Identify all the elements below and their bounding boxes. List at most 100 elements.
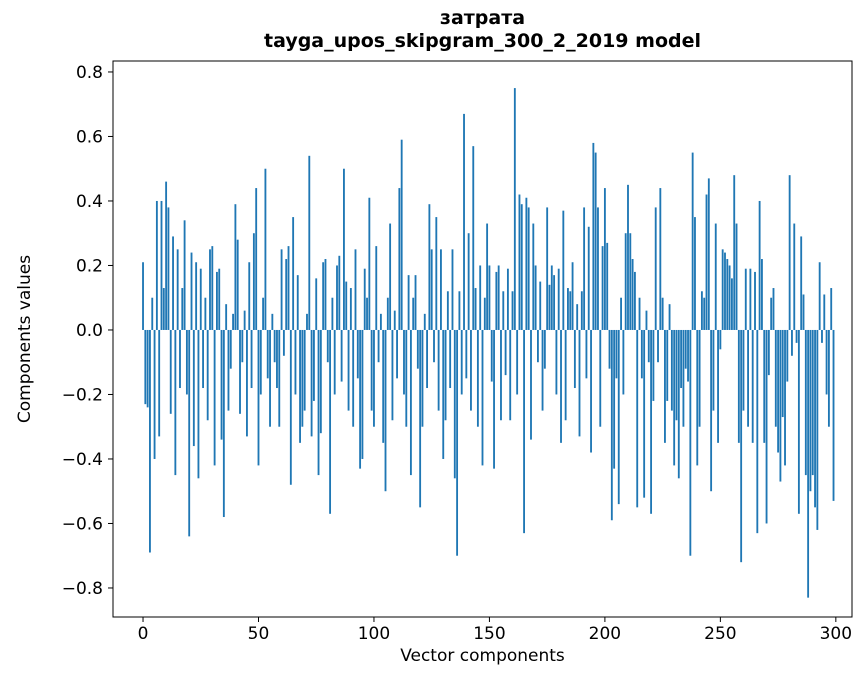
bar — [338, 255, 341, 330]
bar — [689, 329, 692, 556]
bar — [786, 329, 789, 382]
bar — [301, 329, 304, 427]
bar — [278, 329, 281, 427]
bar — [149, 329, 151, 553]
bar — [255, 188, 258, 330]
x-tick-label: 250 — [704, 624, 736, 644]
bar — [599, 329, 602, 427]
bar — [622, 329, 625, 395]
bar — [700, 291, 703, 330]
bar — [613, 329, 616, 469]
bar — [562, 210, 565, 330]
bar — [606, 242, 609, 330]
bar — [324, 259, 327, 330]
bar — [359, 329, 362, 469]
y-axis-label: Components values — [15, 254, 35, 424]
bar — [749, 268, 752, 330]
bar — [211, 246, 214, 330]
bar — [190, 252, 193, 330]
bar — [825, 329, 828, 395]
bar — [197, 329, 200, 479]
bar — [409, 329, 412, 476]
bar — [407, 275, 410, 330]
bar — [717, 329, 719, 443]
bar — [761, 259, 763, 330]
bar — [804, 329, 807, 476]
bar — [460, 329, 463, 395]
bar — [467, 233, 470, 330]
bar — [537, 329, 539, 363]
y-tick-label: −0.4 — [62, 450, 103, 470]
bar — [440, 249, 442, 330]
bar — [666, 329, 669, 401]
bar — [744, 268, 747, 330]
bar — [366, 297, 368, 330]
bar — [329, 329, 332, 514]
bar — [714, 223, 717, 330]
bar — [774, 329, 777, 427]
bar — [333, 329, 336, 395]
bar — [456, 329, 459, 556]
bar — [220, 329, 223, 440]
bar — [419, 329, 422, 508]
bar — [772, 288, 775, 330]
bar — [765, 329, 768, 524]
bar — [285, 259, 288, 330]
bar — [610, 329, 613, 521]
bar — [677, 329, 680, 479]
bar — [142, 262, 144, 330]
bar — [246, 329, 248, 437]
bar — [183, 220, 186, 330]
bar — [687, 329, 689, 382]
bar — [578, 329, 581, 437]
bar — [232, 313, 235, 330]
bar — [827, 329, 830, 427]
bar — [814, 329, 816, 508]
bar — [257, 329, 260, 466]
bar — [347, 329, 350, 411]
bar — [165, 181, 168, 330]
bar — [213, 329, 216, 466]
bar — [811, 329, 814, 476]
bar — [490, 329, 493, 382]
bar — [650, 329, 653, 514]
bar — [375, 246, 378, 330]
bar — [497, 265, 500, 330]
bar — [573, 329, 576, 389]
bar — [336, 265, 338, 330]
bar — [269, 329, 271, 427]
bar — [209, 249, 211, 330]
bar — [712, 329, 715, 411]
bar — [682, 329, 685, 427]
bar — [624, 233, 627, 330]
bar — [710, 329, 713, 492]
bar — [252, 233, 255, 330]
bar — [530, 329, 532, 440]
bar — [601, 246, 604, 330]
bar — [592, 142, 595, 330]
bar — [331, 297, 334, 330]
bar — [470, 329, 472, 411]
bar — [386, 297, 389, 330]
bar — [241, 329, 244, 363]
bar — [664, 329, 666, 443]
bar — [472, 146, 475, 330]
bar — [437, 329, 440, 411]
bar — [266, 329, 269, 379]
plot-spines — [112, 60, 853, 618]
bar — [396, 329, 398, 379]
bar — [636, 329, 639, 508]
bar — [567, 288, 569, 330]
bar — [730, 278, 733, 330]
bar — [229, 329, 232, 369]
bar — [525, 197, 528, 330]
bar — [793, 223, 796, 330]
y-tick-label: −0.2 — [62, 385, 103, 405]
bar — [446, 291, 449, 330]
bar — [587, 226, 590, 330]
bar — [412, 297, 415, 330]
bar — [631, 259, 634, 330]
bar — [449, 329, 452, 389]
